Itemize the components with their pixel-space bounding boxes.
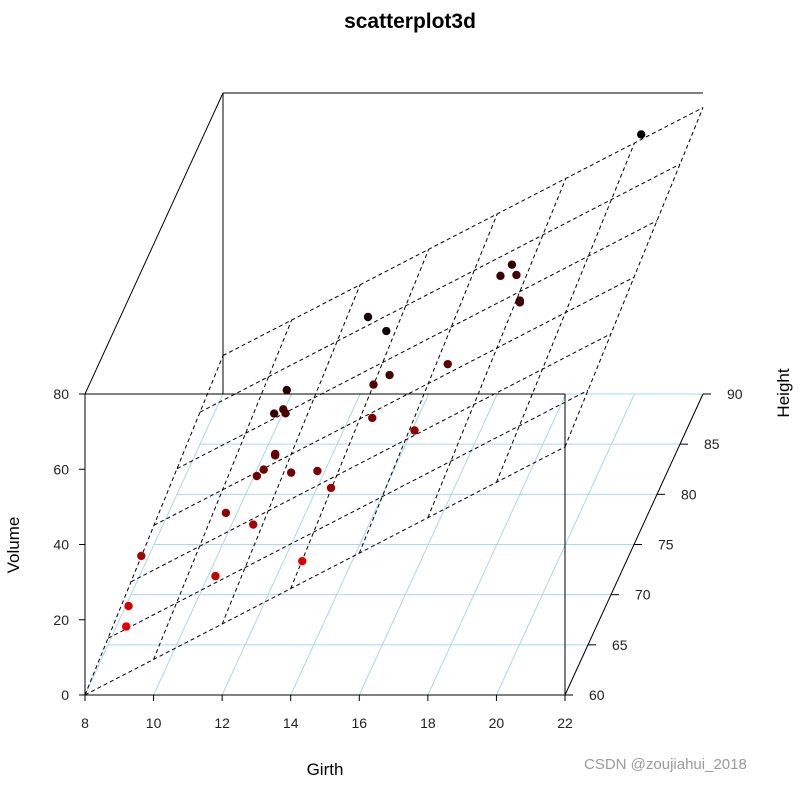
x-axis: 8 10 12 14 16 18 20 22: [81, 695, 573, 731]
data-point: [507, 260, 517, 269]
regression-plane: [84, 107, 704, 696]
data-point: [363, 312, 373, 322]
y-tick-label: 75: [658, 537, 674, 553]
z-tick-label: 20: [53, 612, 69, 628]
y-axis: 60 65 70 75 80 85 90: [565, 386, 743, 703]
data-point: [269, 409, 279, 418]
data-point: [313, 466, 322, 476]
chart-title: scatterplot3d: [344, 10, 476, 33]
y-tick-label: 85: [704, 436, 720, 452]
z-axis: 0 20 40 60 80: [53, 386, 85, 703]
z-tick-label: 60: [53, 461, 69, 477]
data-point: [270, 449, 280, 459]
floor-grid: [84, 393, 704, 696]
data-point: [326, 483, 336, 493]
x-tick-label: 18: [420, 715, 436, 731]
data-point: [515, 298, 525, 307]
plane-line-y: [107, 389, 589, 639]
data-point: [124, 601, 133, 611]
data-points: [122, 130, 646, 631]
x-tick-label: 20: [489, 715, 505, 731]
data-point: [252, 471, 262, 481]
data-point: [282, 385, 291, 395]
x-tick-label: 16: [351, 715, 367, 731]
plane-line-y: [84, 446, 566, 696]
data-point: [122, 622, 131, 631]
data-point: [221, 508, 231, 518]
data-point: [249, 520, 258, 529]
x-tick-label: 14: [283, 715, 299, 731]
watermark: CSDN @zoujiahui_2018: [584, 756, 747, 773]
x-axis-label: Girth: [307, 760, 344, 779]
plane-line-y: [130, 333, 612, 583]
data-point: [281, 409, 290, 418]
z-tick-label: 40: [53, 537, 69, 553]
z-axis-label: Volume: [4, 517, 23, 574]
y-tick-label: 60: [589, 687, 605, 703]
x-tick-label: 8: [81, 715, 89, 731]
data-point: [443, 359, 452, 369]
plane-line-y: [199, 163, 681, 413]
data-point: [385, 370, 394, 380]
x-tick-label: 22: [557, 715, 573, 731]
z-tick-label: 0: [61, 687, 69, 703]
data-point: [382, 326, 391, 336]
data-point: [137, 551, 146, 561]
data-point: [298, 556, 307, 566]
y-tick-label: 70: [635, 587, 651, 603]
box-edge: [84, 92, 224, 395]
plane-line-y: [176, 220, 658, 470]
plane-line-y: [153, 276, 635, 526]
data-point: [211, 571, 220, 581]
x-tick-label: 10: [146, 715, 162, 731]
data-point: [496, 271, 505, 281]
x-tick-label: 12: [214, 715, 230, 731]
data-point: [512, 270, 521, 280]
data-point: [369, 380, 378, 389]
y-tick-label: 90: [727, 386, 743, 402]
y-tick-label: 65: [612, 637, 628, 653]
y-axis-label: Height: [774, 368, 793, 417]
data-point: [286, 468, 296, 477]
plane-line-y: [222, 107, 704, 357]
data-point: [368, 413, 377, 423]
data-point: [637, 130, 646, 139]
z-tick-label: 80: [53, 386, 69, 402]
data-point: [259, 465, 268, 474]
data-point: [410, 426, 419, 435]
y-tick-label: 80: [681, 486, 697, 502]
